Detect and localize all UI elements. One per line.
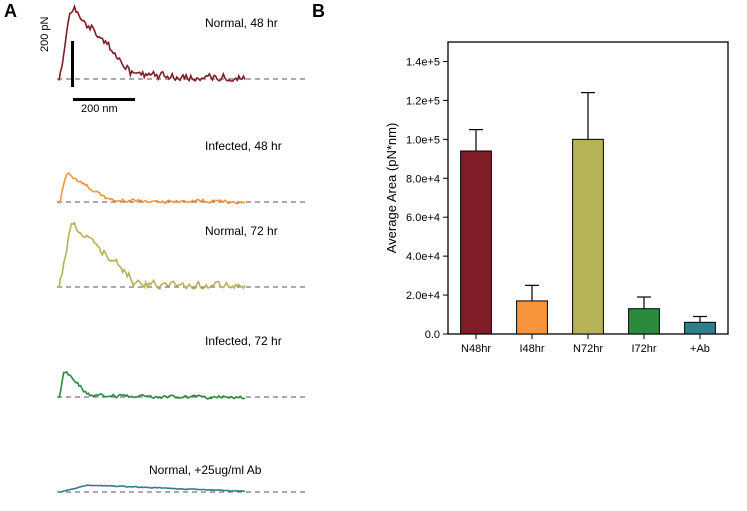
xtick-label: +Ab [690, 343, 710, 355]
ytick-label: 1.2e+5 [406, 95, 440, 107]
trace-label: Normal, +25ug/ml Ab [149, 463, 261, 477]
bar [517, 301, 548, 334]
trace-row: Normal, 72 hr [53, 210, 313, 305]
bar [685, 322, 716, 334]
ytick-label: 0.0 [425, 329, 440, 341]
trace-row: Infected, 48 hr [53, 125, 313, 220]
xtick-label: I72hr [631, 343, 656, 355]
figure-root: A B 200 pN 200 nm Normal, 48 hrInfected,… [0, 0, 747, 511]
ytick-label: 1.4e+5 [406, 56, 440, 68]
ytick-label: 8.0e+4 [406, 173, 440, 185]
y-axis-label: Average Area (pN*nm) [384, 123, 399, 254]
ytick-label: 1.0e+5 [406, 134, 440, 146]
panel-a: 200 pN 200 nm Normal, 48 hr Infected, 48 … [35, 0, 375, 511]
ytick-label: 2.0e+4 [406, 290, 440, 302]
trace-row: Normal, +25ug/ml Ab [53, 415, 313, 510]
xtick-label: N48hr [461, 343, 491, 355]
bar [461, 151, 492, 334]
trace-label: Infected, 72 hr [205, 334, 282, 348]
trace-label: Normal, 48 hr [205, 16, 278, 30]
bar-chart: 0.0 2.0e+4 4.0e+4 6.0e+4 8.0e+4 1.0e+5 1.2e+5 1… [380, 30, 740, 370]
ytick-label: 6.0e+4 [406, 212, 440, 224]
bar [629, 309, 660, 334]
trace-label: Normal, 72 hr [205, 224, 278, 238]
xtick-label: N72hr [573, 343, 603, 355]
trace-label: Infected, 48 hr [205, 139, 282, 153]
bar [573, 139, 604, 334]
scale-label-nm: 200 nm [81, 103, 118, 115]
xtick-label: I48hr [519, 343, 544, 355]
panel-b: 0.0 2.0e+4 4.0e+4 6.0e+4 8.0e+4 1.0e+5 1.2e+5 1… [380, 30, 740, 370]
trace-row: Infected, 72 hr [53, 320, 313, 415]
scale-bar-horizontal [73, 98, 135, 101]
scale-label-pN: 200 pN [39, 17, 51, 52]
trace-row: Normal, 48 hr [53, 2, 313, 97]
panel-a-label: A [4, 1, 17, 22]
ytick-label: 4.0e+4 [406, 251, 440, 263]
